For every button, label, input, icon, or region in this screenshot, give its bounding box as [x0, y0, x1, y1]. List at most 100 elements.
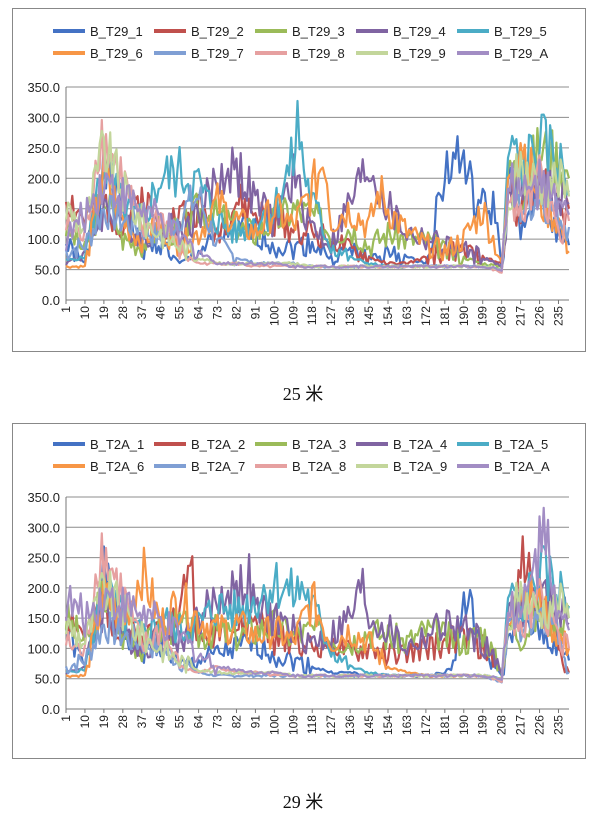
legend-label: B_T2A_7 — [191, 459, 245, 474]
x-tick-label: 100 — [267, 306, 281, 326]
legend-item-B_T2A_A: B_T2A_A — [457, 459, 550, 474]
y-tick-label: 0.0 — [42, 702, 60, 717]
legend-item-B_T2A_8: B_T2A_8 — [255, 459, 346, 474]
caption-29m: 29 米 — [282, 792, 324, 812]
series-line-B_T29_6 — [65, 142, 570, 269]
legend-label: B_T29_4 — [393, 24, 446, 39]
x-tick-label: 73 — [211, 715, 225, 729]
legend-item-B_T2A_6: B_T2A_6 — [53, 459, 144, 474]
legend-item-B_T29_2: B_T29_2 — [154, 24, 244, 39]
x-tick-label: 118 — [305, 306, 319, 325]
legend-item-B_T29_7: B_T29_7 — [154, 46, 244, 61]
series-line-B_T29_9 — [64, 129, 571, 271]
y-tick-label: 50.0 — [35, 263, 60, 278]
x-tick-label: 46 — [154, 715, 168, 729]
x-tick-label: 226 — [533, 715, 547, 735]
x-tick-label: 64 — [192, 306, 206, 320]
legend-item-B_T29_4: B_T29_4 — [356, 24, 446, 39]
legend-item-B_T29_6: B_T29_6 — [53, 46, 143, 61]
x-tick-label: 172 — [419, 306, 433, 326]
x-tick-label: 154 — [381, 306, 395, 326]
y-tick-label: 100.0 — [27, 641, 60, 656]
x-tick-label: 145 — [362, 715, 376, 735]
legend-label: B_T29_6 — [90, 46, 143, 61]
y-tick-label: 350.0 — [27, 80, 60, 95]
x-tick-label: 235 — [551, 715, 565, 735]
y-tick-label: 250.0 — [27, 141, 60, 156]
series-line-B_T29_A — [64, 158, 571, 272]
chart-panel-29m: B_T2A_1 B_T2A_2 B_T2A_3 B_T2A_4 B_T2A_5 B_T2A… — [12, 423, 586, 759]
x-tick-label: 64 — [192, 715, 206, 729]
legend-item-B_T2A_2: B_T2A_2 — [154, 437, 245, 452]
x-tick-label: 55 — [173, 715, 187, 729]
x-tick-label: 190 — [457, 306, 471, 326]
x-tick-label: 91 — [248, 715, 262, 729]
legend-label: B_T29_5 — [494, 24, 547, 39]
series-line-B_T2A_9 — [64, 570, 571, 680]
legend-label: B_T29_7 — [191, 46, 244, 61]
y-tick-label: 50.0 — [35, 672, 60, 687]
x-tick-label: 109 — [286, 306, 300, 326]
legend-label: B_T2A_4 — [393, 437, 447, 452]
line-chart-29m: B_T2A_1 B_T2A_2 B_T2A_3 B_T2A_4 B_T2A_5 B_T2A… — [27, 437, 571, 735]
x-tick-label: 127 — [324, 715, 338, 735]
x-tick-label: 73 — [211, 306, 225, 320]
series-line-B_T2A_A — [64, 506, 571, 681]
y-tick-label: 200.0 — [27, 581, 60, 596]
legend-item-B_T2A_7: B_T2A_7 — [154, 459, 245, 474]
x-tick-label: 28 — [116, 306, 130, 320]
x-tick-label: 1 — [59, 306, 73, 313]
legend-label: B_T29_A — [494, 46, 549, 61]
x-tick-label: 136 — [343, 306, 357, 326]
x-tick-label: 55 — [173, 306, 187, 320]
legend-item-B_T2A_9: B_T2A_9 — [356, 459, 447, 474]
x-tick-label: 208 — [495, 715, 509, 735]
y-tick-label: 350.0 — [27, 490, 60, 505]
legend-item-B_T29_8: B_T29_8 — [255, 46, 345, 61]
x-tick-label: 28 — [116, 715, 130, 729]
x-tick-label: 91 — [248, 306, 262, 320]
x-tick-label: 109 — [286, 715, 300, 735]
y-tick-label: 100.0 — [27, 232, 60, 247]
legend-item-B_T2A_5: B_T2A_5 — [457, 437, 548, 452]
x-tick-label: 82 — [229, 715, 243, 729]
x-tick-label: 145 — [362, 306, 376, 326]
x-tick-label: 235 — [551, 306, 565, 326]
y-tick-label: 300.0 — [27, 520, 60, 535]
x-tick-label: 19 — [97, 306, 111, 320]
legend-label: B_T2A_3 — [292, 437, 346, 452]
x-tick-label: 154 — [381, 715, 395, 735]
legend-label: B_T29_3 — [292, 24, 345, 39]
legend-item-B_T29_5: B_T29_5 — [457, 24, 547, 39]
x-tick-label: 172 — [419, 715, 433, 735]
x-tick-label: 163 — [400, 715, 414, 735]
y-tick-label: 250.0 — [27, 551, 60, 566]
x-tick-label: 208 — [495, 306, 509, 326]
legend-label: B_T29_2 — [191, 24, 244, 39]
y-tick-label: 300.0 — [27, 110, 60, 125]
legend-item-B_T2A_4: B_T2A_4 — [356, 437, 447, 452]
series-line-B_T2A_4 — [65, 553, 570, 675]
x-tick-label: 181 — [438, 715, 452, 735]
x-tick-label: 37 — [135, 715, 149, 729]
x-tick-label: 217 — [514, 715, 528, 735]
legend-item-B_T2A_1: B_T2A_1 — [53, 437, 144, 452]
caption-25m: 25 米 — [282, 384, 324, 404]
y-tick-label: 200.0 — [27, 171, 60, 186]
legend-item-B_T29_1: B_T29_1 — [53, 24, 143, 39]
legend-label: B_T2A_5 — [494, 437, 548, 452]
legend-label: B_T2A_2 — [191, 437, 245, 452]
legend-label: B_T2A_A — [494, 459, 550, 474]
legend-label: B_T29_1 — [90, 24, 143, 39]
legend-label: B_T29_8 — [292, 46, 345, 61]
x-tick-label: 118 — [305, 715, 319, 734]
series-line-B_T29_4 — [65, 146, 570, 269]
x-tick-label: 199 — [476, 306, 490, 326]
y-tick-label: 150.0 — [27, 611, 60, 626]
x-tick-label: 10 — [78, 715, 92, 729]
legend-item-B_T29_A: B_T29_A — [457, 46, 549, 61]
legend-label: B_T2A_1 — [90, 437, 144, 452]
x-tick-label: 19 — [97, 715, 111, 729]
x-tick-label: 46 — [154, 306, 168, 320]
x-tick-label: 163 — [400, 306, 414, 326]
